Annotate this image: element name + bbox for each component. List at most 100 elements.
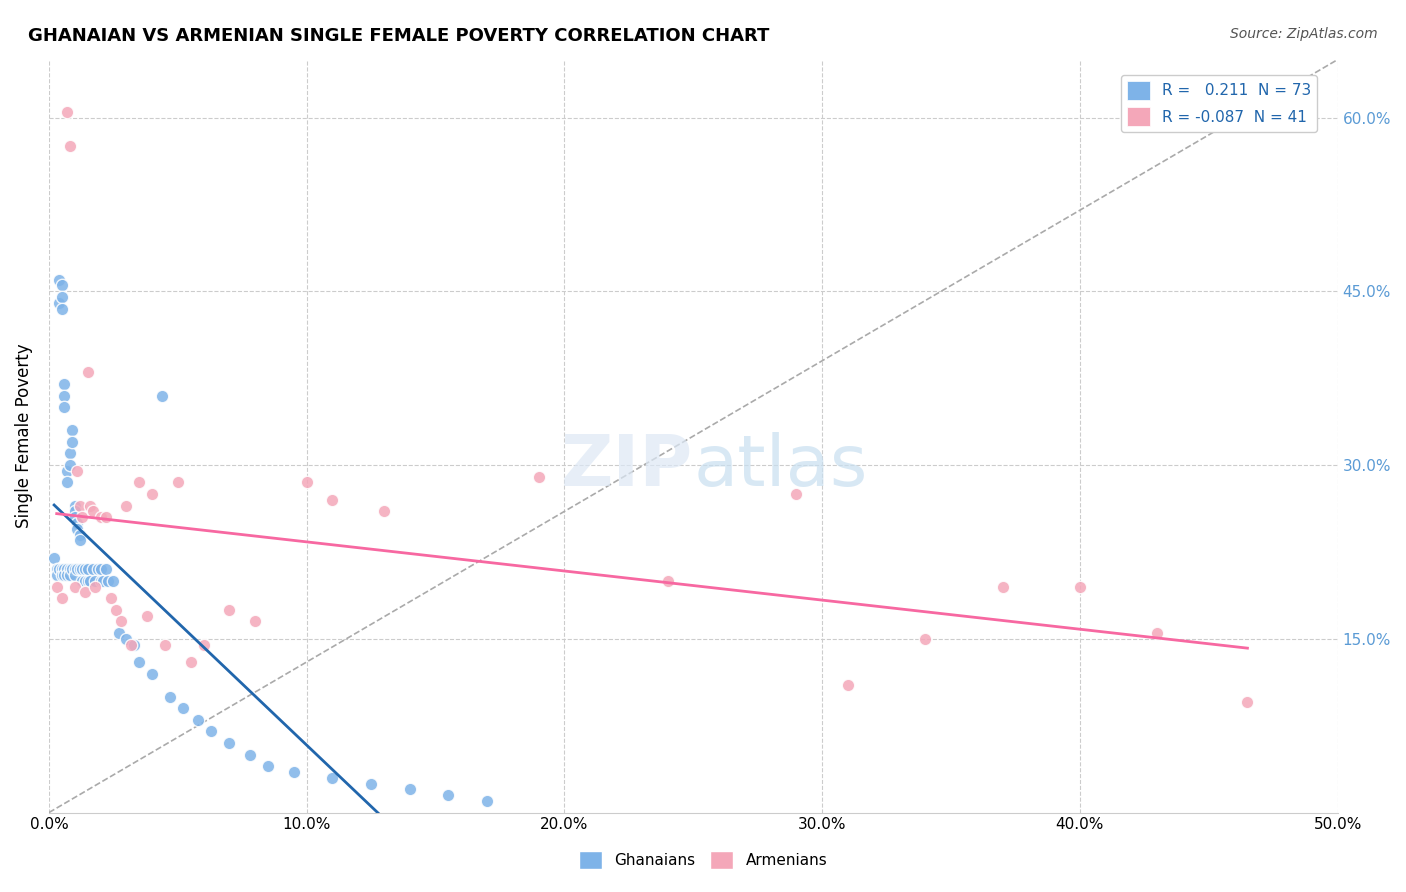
Point	[76, 365, 98, 379]
Point	[56, 568, 79, 582]
Point	[72, 562, 94, 576]
Point	[58, 458, 80, 472]
Point	[100, 591, 122, 606]
Point	[53, 400, 76, 414]
Point	[373, 504, 395, 518]
Point	[51, 290, 73, 304]
Point	[63, 580, 86, 594]
Point	[56, 475, 79, 490]
Point	[73, 562, 96, 576]
Point	[837, 678, 859, 692]
Point	[82, 562, 104, 576]
Point	[58, 562, 80, 576]
Point	[51, 591, 73, 606]
Point	[48, 273, 70, 287]
Point	[60, 562, 83, 576]
Point	[159, 690, 181, 704]
Point	[48, 562, 70, 576]
Point	[84, 574, 107, 588]
Point	[91, 574, 114, 588]
Point	[104, 603, 127, 617]
Point	[79, 574, 101, 588]
Point	[120, 638, 142, 652]
Point	[51, 278, 73, 293]
Legend: Ghanaians, Armenians: Ghanaians, Armenians	[572, 845, 834, 875]
Point	[103, 574, 125, 588]
Point	[257, 759, 280, 773]
Point	[58, 568, 80, 582]
Point	[63, 568, 86, 582]
Point	[115, 499, 138, 513]
Point	[73, 574, 96, 588]
Text: atlas: atlas	[693, 432, 868, 500]
Point	[94, 510, 117, 524]
Point	[180, 655, 202, 669]
Point	[82, 504, 104, 518]
Point	[200, 724, 222, 739]
Point	[66, 464, 89, 478]
Point	[115, 632, 138, 646]
Point	[60, 434, 83, 449]
Point	[76, 562, 98, 576]
Point	[1146, 626, 1168, 640]
Point	[172, 701, 194, 715]
Point	[243, 615, 266, 629]
Point	[72, 574, 94, 588]
Point	[141, 487, 163, 501]
Point	[914, 632, 936, 646]
Point	[89, 562, 111, 576]
Point	[1069, 580, 1091, 594]
Point	[321, 771, 343, 785]
Point	[110, 615, 132, 629]
Point	[53, 562, 76, 576]
Point	[51, 562, 73, 576]
Point	[166, 475, 188, 490]
Point	[66, 516, 89, 530]
Point	[193, 638, 215, 652]
Point	[128, 655, 150, 669]
Point	[45, 562, 67, 576]
Point	[1236, 696, 1258, 710]
Point	[69, 499, 91, 513]
Legend: R =   0.211  N = 73, R = -0.087  N = 41: R = 0.211 N = 73, R = -0.087 N = 41	[1121, 75, 1317, 132]
Point	[63, 504, 86, 518]
Point	[239, 747, 262, 762]
Point	[60, 423, 83, 437]
Point	[69, 562, 91, 576]
Point	[360, 776, 382, 790]
Point	[527, 469, 550, 483]
Point	[283, 764, 305, 779]
Point	[79, 499, 101, 513]
Point	[398, 782, 420, 797]
Point	[58, 446, 80, 460]
Point	[89, 574, 111, 588]
Point	[187, 713, 209, 727]
Point	[63, 562, 86, 576]
Point	[42, 550, 65, 565]
Point	[97, 574, 120, 588]
Point	[53, 376, 76, 391]
Text: GHANAIAN VS ARMENIAN SINGLE FEMALE POVERTY CORRELATION CHART: GHANAIAN VS ARMENIAN SINGLE FEMALE POVER…	[28, 27, 769, 45]
Point	[437, 788, 460, 802]
Point	[218, 736, 240, 750]
Point	[53, 568, 76, 582]
Point	[45, 580, 67, 594]
Point	[150, 388, 173, 402]
Text: ZIP: ZIP	[561, 432, 693, 500]
Point	[58, 139, 80, 153]
Point	[48, 296, 70, 310]
Point	[128, 475, 150, 490]
Point	[94, 562, 117, 576]
Point	[56, 464, 79, 478]
Point	[72, 510, 94, 524]
Point	[69, 527, 91, 541]
Point	[122, 638, 145, 652]
Point	[51, 301, 73, 316]
Point	[73, 585, 96, 599]
Point	[295, 475, 318, 490]
Point	[76, 574, 98, 588]
Point	[63, 510, 86, 524]
Point	[991, 580, 1014, 594]
Point	[69, 533, 91, 548]
Y-axis label: Single Female Poverty: Single Female Poverty	[15, 343, 32, 528]
